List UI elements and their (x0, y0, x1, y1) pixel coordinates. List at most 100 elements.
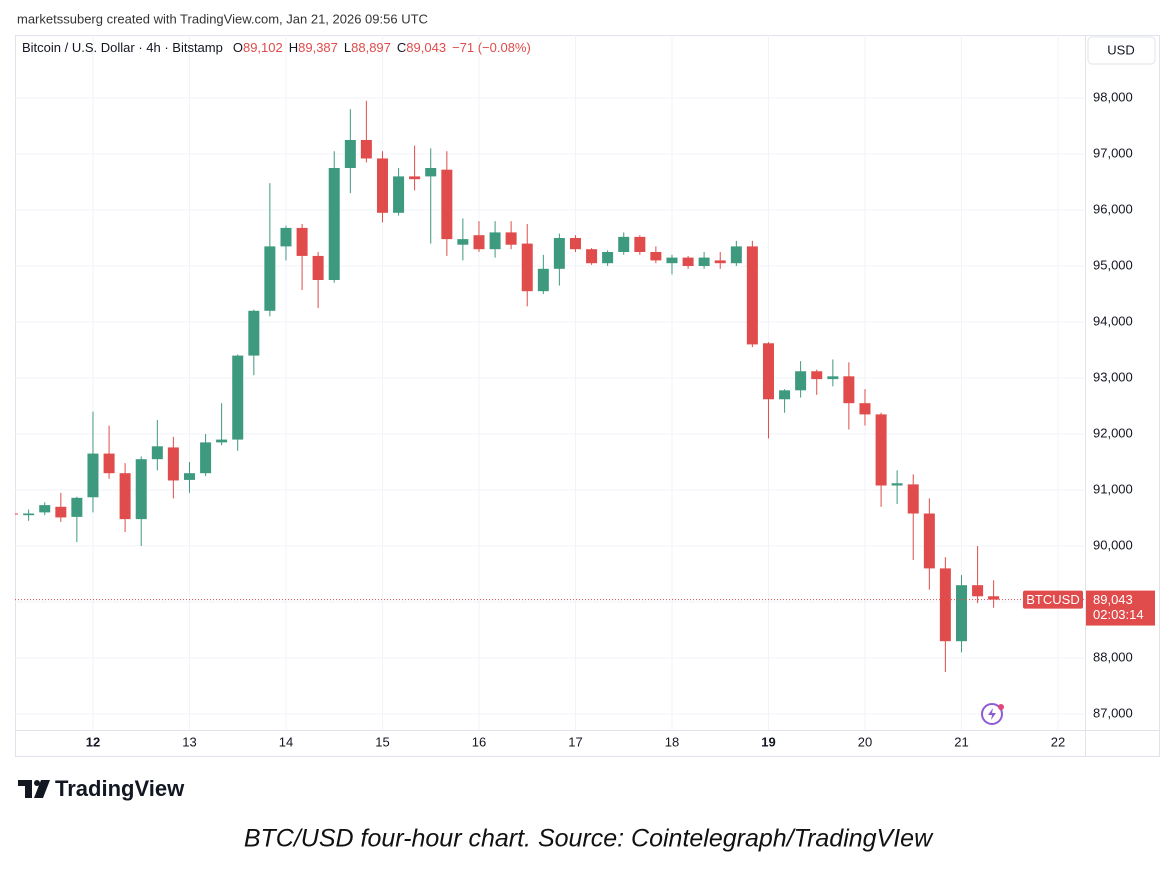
candle-body (200, 442, 212, 474)
candle-body (15, 513, 19, 515)
candle-body (682, 257, 694, 266)
candle-body (360, 139, 372, 159)
y-tick-label: 98,000 (1093, 89, 1133, 104)
currency-label[interactable]: USD (1107, 42, 1134, 57)
y-tick-label: 95,000 (1093, 257, 1133, 272)
candle-body (714, 260, 726, 264)
legend-key: L (344, 40, 351, 55)
symbol-tag (1023, 590, 1083, 609)
candle (666, 254, 678, 275)
candle-body (473, 235, 485, 250)
candle-body (939, 568, 951, 642)
candle (827, 359, 839, 387)
candle (344, 109, 356, 194)
candle-body (489, 232, 501, 250)
icon-dot (998, 704, 1004, 710)
candle-body (296, 227, 308, 256)
candle-body (409, 176, 421, 180)
candle-body (602, 251, 614, 264)
candle-body (634, 236, 646, 252)
y-tick-label: 90,000 (1093, 537, 1133, 552)
candle (151, 419, 163, 471)
candle (811, 369, 823, 395)
candle-body (762, 343, 774, 400)
x-tick-label: 14 (279, 734, 293, 749)
price-tag-countdown: 02:03:14 (1093, 607, 1144, 622)
y-tick-label: 93,000 (1093, 369, 1133, 384)
candle-body (312, 255, 324, 280)
candle-body (248, 310, 260, 356)
candle-body (425, 167, 437, 177)
candle (762, 342, 774, 439)
candle (167, 436, 179, 499)
legend-value: 88,897 (351, 40, 391, 55)
x-tick-label: 12 (86, 734, 100, 749)
candle-body (135, 459, 147, 520)
candle (376, 151, 388, 223)
candle (216, 403, 228, 446)
candle-body (103, 453, 115, 474)
candle (682, 255, 694, 269)
x-tick-label: 16 (472, 734, 486, 749)
logo-mark-1 (18, 780, 32, 798)
candle-body (344, 139, 356, 168)
candle (505, 221, 517, 250)
candle (602, 250, 614, 266)
attribution: marketssuberg created with TradingView.c… (17, 11, 428, 26)
candle-body (811, 371, 823, 380)
caption: BTC/USD four-hour chart. Source: Cointel… (244, 825, 934, 853)
y-tick-label: 96,000 (1093, 201, 1133, 216)
candle (457, 218, 469, 261)
y-tick-label: 88,000 (1093, 649, 1133, 664)
candle-body (23, 513, 35, 516)
candle (264, 183, 276, 317)
symbol-tag-label: BTCUSD (1026, 592, 1079, 607)
candle (972, 545, 984, 604)
candle-body (537, 268, 549, 292)
price-tag-value: 89,043 (1093, 592, 1133, 607)
candle-body (55, 506, 67, 518)
candle-body (280, 227, 292, 247)
logo-mark-3 (34, 780, 50, 798)
x-tick-label: 19 (761, 734, 775, 749)
candle-body (923, 513, 935, 569)
icon-ring (981, 703, 1003, 725)
candle-body (650, 251, 662, 261)
candle-body (972, 585, 984, 597)
icon-bolt (988, 708, 996, 720)
chart-frame (15, 35, 1160, 757)
candle (23, 509, 35, 521)
candle (409, 145, 421, 191)
candle-body (698, 257, 710, 266)
assistant-icon[interactable] (981, 703, 1004, 725)
brand-logo (18, 780, 50, 798)
y-tick-label: 87,000 (1093, 705, 1133, 720)
candle (360, 100, 372, 163)
currency-button[interactable] (1087, 36, 1156, 65)
candle (312, 251, 324, 308)
candle (441, 151, 453, 256)
candle-body (859, 403, 871, 415)
candle-body (87, 453, 99, 498)
candle-body (907, 484, 919, 514)
candle (553, 233, 565, 286)
candle (39, 502, 51, 516)
candle-body (891, 483, 903, 486)
legend-symbol: Bitcoin / U.S. Dollar · 4h · Bitstamp (22, 40, 223, 55)
candle (296, 223, 308, 291)
candle (907, 474, 919, 560)
legend-value: 89,102 (243, 40, 283, 55)
candle (843, 362, 855, 430)
candle (135, 456, 147, 546)
y-tick-label: 94,000 (1093, 313, 1133, 328)
candle (746, 240, 758, 348)
y-tick-label: 97,000 (1093, 145, 1133, 160)
candle-body (955, 585, 967, 642)
legend-value: 89,043 (406, 40, 446, 55)
candle-body (521, 243, 533, 292)
candle-body (988, 596, 1000, 600)
candle (923, 498, 935, 590)
candle-body (39, 505, 51, 513)
